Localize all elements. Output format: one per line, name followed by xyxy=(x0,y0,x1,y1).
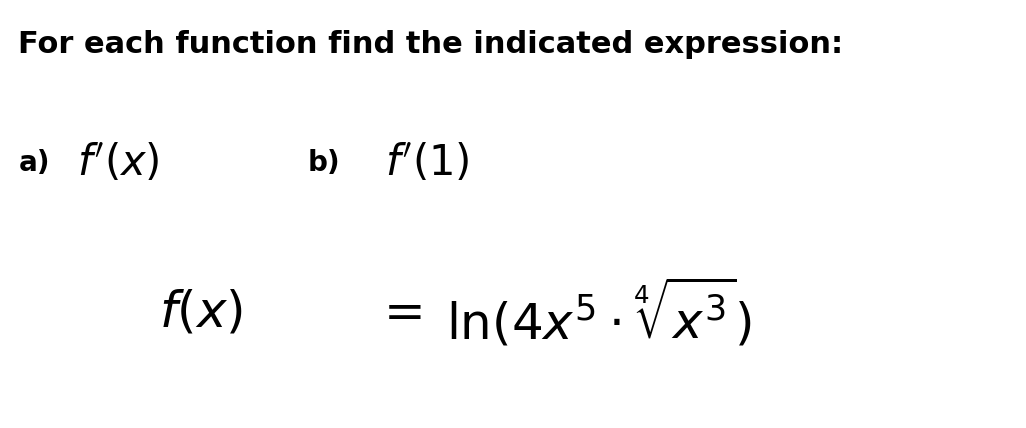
Text: $f(x)$: $f(x)$ xyxy=(159,288,243,336)
Text: $f'(1)$: $f'(1)$ xyxy=(385,142,469,184)
Text: $f'(x)$: $f'(x)$ xyxy=(77,142,160,184)
Text: a): a) xyxy=(18,149,50,177)
Text: $\mathrm{ln}(4x^5 \cdot \sqrt[4]{x^3})$: $\mathrm{ln}(4x^5 \cdot \sqrt[4]{x^3})$ xyxy=(446,276,752,349)
Text: b): b) xyxy=(308,149,341,177)
Text: For each function find the indicated expression:: For each function find the indicated exp… xyxy=(18,30,843,59)
Text: $=$: $=$ xyxy=(374,288,423,336)
